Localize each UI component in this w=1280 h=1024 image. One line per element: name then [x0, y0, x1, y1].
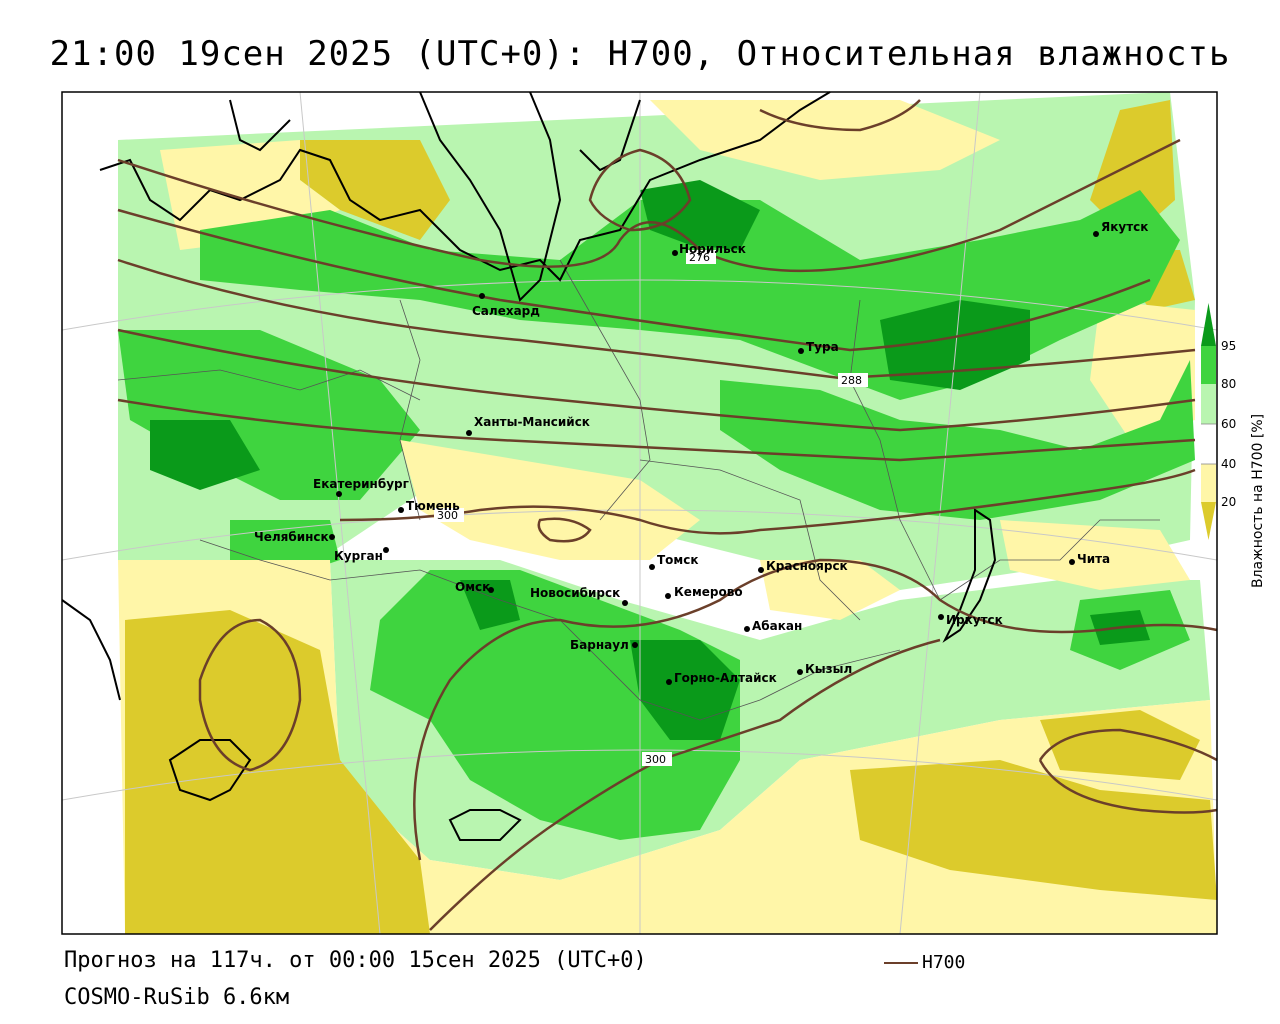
colorbar-segment-40: [1201, 464, 1216, 502]
map-title: 21:00 19сен 2025 (UTC+0): H700, Относите…: [49, 34, 1231, 74]
forecast-info: Прогноз на 117ч. от 00:00 15сен 2025 (UT…: [64, 948, 647, 973]
city-marker: [938, 614, 944, 620]
city-marker: [479, 293, 485, 299]
model-name: COSMO-RuSib 6.6км: [64, 985, 290, 1010]
city-marker: [466, 430, 472, 436]
pale-yellow-zone: [650, 100, 1000, 180]
city-marker: [383, 547, 389, 553]
dark-green-zone: [150, 420, 260, 490]
coastlines: [61, 91, 997, 841]
colorbar: 95 80 60 40 20 Влажность на H700 [%]: [1201, 303, 1266, 588]
city-label: Якутск: [1101, 220, 1148, 234]
colorbar-bottom-arrow: [1201, 502, 1216, 540]
green-zone: [720, 360, 1195, 520]
city-marker: [665, 593, 671, 599]
city-label: Новосибирск: [530, 586, 620, 600]
city-marker: [336, 491, 342, 497]
colorbar-segment-80: [1201, 384, 1216, 424]
pale-yellow-zone: [400, 440, 700, 560]
map-frame: [61, 91, 1218, 935]
city-label: Абакан: [752, 619, 802, 633]
colorbar-segment-60: [1201, 424, 1216, 464]
city-label: Горно-Алтайск: [674, 671, 777, 685]
city-marker: [329, 534, 335, 540]
colorbar-segment-95: [1201, 346, 1216, 384]
city-label: Тура: [806, 340, 839, 354]
city-label: Томск: [657, 553, 699, 567]
isoline-legend: H700: [884, 952, 965, 973]
isoline-legend-label: H700: [922, 952, 966, 973]
isoline-label: 300: [645, 753, 666, 766]
city-label: Тюмень: [406, 499, 460, 513]
city-label: Курган: [334, 549, 383, 563]
city-label: Омск: [455, 580, 490, 594]
city-marker: [488, 587, 494, 593]
colorbar-tick: 60: [1221, 417, 1236, 431]
olive-zone: [300, 140, 450, 240]
admin-borders: [117, 259, 1160, 721]
city-label: Салехард: [472, 304, 540, 318]
colorbar-top-arrow: [1201, 303, 1216, 346]
dark-green-zone: [630, 640, 740, 740]
city-label: Кызыл: [805, 662, 852, 676]
city-label: Норильск: [679, 242, 746, 256]
isoline-label: 288: [841, 374, 862, 387]
city-marker: [622, 600, 628, 606]
city-marker: [672, 250, 678, 256]
isoline-label: 276: [689, 251, 710, 264]
city-marker: [758, 567, 764, 573]
city-label: Барнаул: [570, 638, 629, 652]
city-marker: [649, 564, 655, 570]
city-label: Чита: [1077, 552, 1110, 566]
city-marker: [1069, 559, 1075, 565]
h700-isolines: [117, 99, 1218, 931]
olive-zone: [850, 760, 1217, 900]
city-label: Иркутск: [946, 613, 1003, 627]
dark-green-zone: [460, 580, 520, 630]
colorbar-label: Влажность на H700 [%]: [1250, 414, 1266, 588]
city-label: Красноярск: [766, 559, 848, 573]
isoline-labels: 276 288 300 300: [434, 250, 868, 766]
colorbar-tick: 95: [1221, 339, 1236, 353]
city-marker: [798, 348, 804, 354]
city-marker: [632, 642, 638, 648]
city-marker: [398, 507, 404, 513]
city-label: Челябинск: [254, 530, 329, 544]
city-marker: [1093, 231, 1099, 237]
city-marker: [744, 626, 750, 632]
pale-yellow-zone: [1000, 520, 1190, 590]
dark-green-zone: [640, 180, 760, 250]
colorbar-tick: 80: [1221, 377, 1236, 391]
isoline-label: 300: [437, 509, 458, 522]
city-label: Кемерово: [674, 585, 743, 599]
olive-zone: [1040, 710, 1200, 780]
cities: Якутск Норильск Салехард Тура Ханты-Манс…: [254, 220, 1148, 685]
city-label: Ханты-Мансийск: [474, 415, 590, 429]
city-marker: [797, 669, 803, 675]
colorbar-tick: 40: [1221, 457, 1236, 471]
isoline-legend-swatch: [884, 961, 918, 964]
city-label: Екатеринбург: [313, 477, 409, 491]
colorbar-tick: 20: [1221, 495, 1236, 509]
city-marker: [666, 679, 672, 685]
green-zone: [370, 570, 740, 840]
